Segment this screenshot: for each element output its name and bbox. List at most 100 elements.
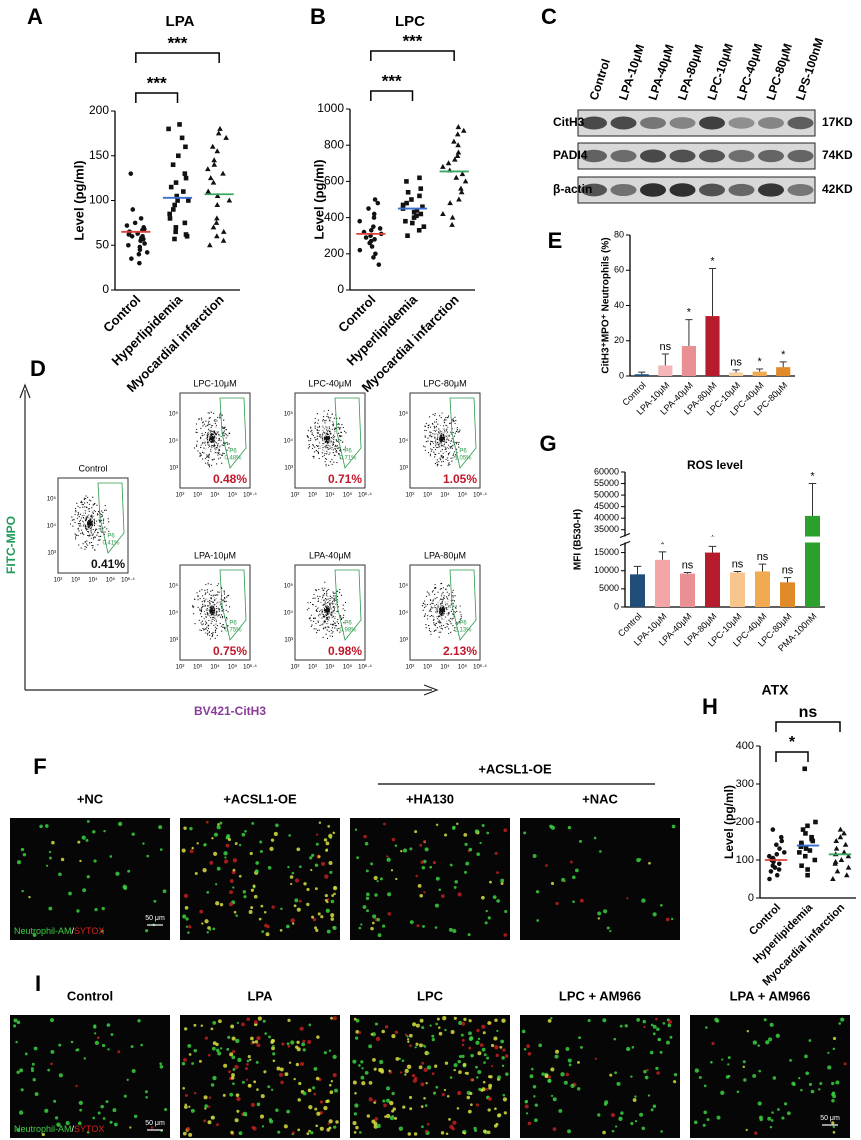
- event-dot: [203, 629, 204, 630]
- cell: [266, 932, 270, 936]
- x-tick-label: 10³: [423, 665, 432, 671]
- significance-label: ***: [382, 71, 402, 90]
- cell: [192, 847, 194, 849]
- data-point: [774, 843, 779, 848]
- event-dot: [226, 617, 227, 618]
- event-dot: [92, 497, 93, 498]
- micrograph: [180, 1015, 340, 1138]
- significance-label: *: [710, 255, 715, 267]
- event-dot: [323, 600, 324, 601]
- event-dot: [89, 523, 90, 524]
- event-dot: [438, 444, 439, 445]
- event-dot: [443, 456, 444, 457]
- cell: [269, 1118, 272, 1121]
- event-dot: [337, 596, 338, 597]
- event-dot: [103, 523, 104, 524]
- event-dot: [84, 506, 85, 507]
- event-dot: [89, 504, 90, 505]
- event-dot: [454, 595, 455, 596]
- data-point: [137, 261, 142, 266]
- event-dot: [93, 533, 94, 534]
- cell: [59, 1073, 63, 1077]
- cell: [421, 1062, 424, 1065]
- event-dot: [216, 628, 217, 629]
- cell: [359, 1131, 362, 1134]
- cell: [50, 1062, 53, 1065]
- cell: [145, 1096, 148, 1099]
- cell: [648, 862, 651, 865]
- event-dot: [438, 616, 439, 617]
- event-dot: [450, 423, 451, 424]
- event-dot: [455, 612, 456, 613]
- cell: [276, 1067, 280, 1071]
- cell: [475, 1041, 479, 1045]
- cell: [434, 1065, 437, 1068]
- data-point: [813, 858, 818, 863]
- cell: [45, 824, 49, 828]
- x-tick-label: 10⁶·⁴: [358, 664, 372, 671]
- event-dot: [432, 607, 433, 608]
- cell: [137, 1019, 140, 1022]
- event-dot: [314, 628, 315, 629]
- x-tick-label: 10⁴: [88, 577, 98, 584]
- cell: [21, 890, 23, 892]
- cell: [771, 1111, 774, 1114]
- cell: [203, 1119, 206, 1122]
- cell: [212, 1021, 216, 1025]
- cell: [594, 837, 597, 840]
- event-dot: [452, 600, 453, 601]
- event-dot: [88, 524, 89, 525]
- event-dot: [324, 593, 325, 594]
- cell: [445, 1062, 448, 1065]
- cell: [502, 1048, 505, 1051]
- event-dot: [78, 535, 79, 536]
- event-dot: [75, 533, 76, 534]
- data-point: [172, 203, 177, 208]
- event-dot: [453, 418, 454, 419]
- event-dot: [329, 600, 330, 601]
- cell: [505, 1072, 509, 1076]
- cell: [239, 875, 242, 878]
- cell: [363, 835, 366, 838]
- y-axis-label: FITC-MPO: [4, 516, 18, 574]
- event-dot: [200, 598, 201, 599]
- event-dot: [442, 602, 443, 603]
- cell: [191, 1109, 195, 1113]
- event-dot: [458, 444, 459, 445]
- cell: [656, 1028, 660, 1032]
- event-dot: [209, 635, 210, 636]
- event-dot: [221, 607, 222, 608]
- event-dot: [99, 528, 100, 529]
- cell: [501, 882, 504, 885]
- cell: [840, 1018, 844, 1022]
- event-dot: [337, 441, 338, 442]
- cell: [597, 912, 601, 916]
- event-dot: [431, 436, 432, 437]
- cell: [360, 1060, 363, 1063]
- event-dot: [217, 635, 218, 636]
- cell: [764, 1018, 767, 1021]
- cell: [327, 930, 331, 934]
- event-dot: [439, 458, 440, 459]
- cell: [374, 876, 378, 880]
- cell: [491, 1065, 493, 1067]
- cell: [643, 1026, 645, 1028]
- event-dot: [326, 615, 327, 616]
- event-dot: [438, 453, 439, 454]
- event-dot: [207, 456, 208, 457]
- event-dot: [89, 508, 90, 509]
- event-dot: [335, 593, 336, 594]
- event-dot: [87, 516, 88, 517]
- cell: [566, 1073, 570, 1077]
- event-dot: [332, 421, 333, 422]
- event-dot: [84, 498, 85, 499]
- cell: [234, 911, 237, 914]
- cell: [196, 842, 198, 844]
- x-tick-label: 10²: [176, 665, 185, 671]
- event-dot: [220, 457, 221, 458]
- x-tick-label: 10³: [308, 493, 317, 499]
- event-dot: [448, 584, 449, 585]
- x-tick-label: 10⁵: [106, 577, 116, 584]
- cell: [111, 1033, 114, 1036]
- blot-band: [729, 117, 755, 128]
